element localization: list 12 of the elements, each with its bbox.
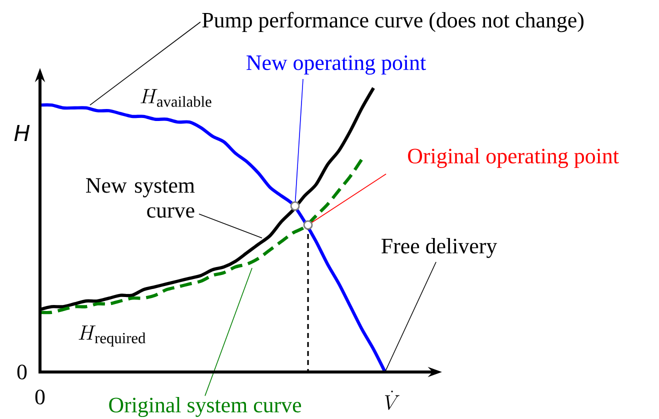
annotation: $H_{\mathrm{required}}$	[78, 326, 146, 346]
text: 0	[35, 390, 45, 404]
text: Pump performance curve (does not change)	[202, 12, 584, 32]
text: 0	[17, 364, 27, 380]
annotation: Free delivery	[382, 238, 498, 258]
annotation: $H_{\mathrm{available}}$	[140, 89, 212, 107]
text: Original operating point	[408, 148, 619, 168]
text: Original system curve	[109, 397, 302, 417]
y-axis-title: H	[14, 125, 30, 142]
x-axis-title: $\dot{V}$	[384, 390, 400, 410]
text: New system curve	[86, 178, 195, 218]
text: New operating point	[246, 55, 426, 75]
